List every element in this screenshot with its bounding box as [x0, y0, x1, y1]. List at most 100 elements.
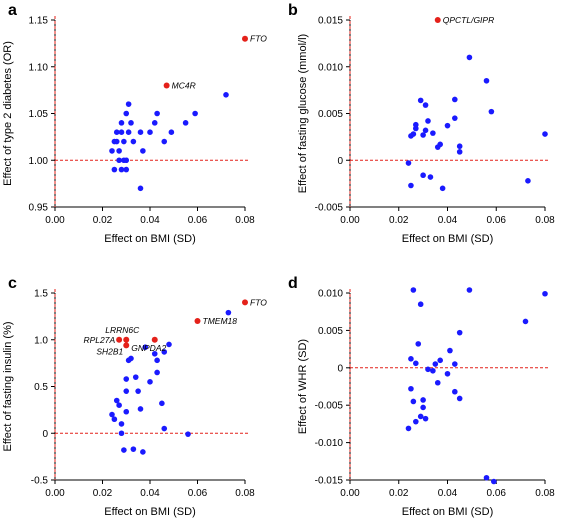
panel-c-point-label: GNPDA2	[131, 343, 166, 353]
panel-a-data-point	[223, 92, 229, 98]
panel-d-data-point	[437, 357, 443, 364]
panel-a-x-tick-label: 0.08	[235, 215, 255, 226]
panel-a-data-point	[192, 110, 198, 117]
panel-c-x-axis-title: Effect on BMI (SD)	[104, 506, 196, 518]
panel-c-y-axis-title: Effect of fasting insulin (%)	[2, 321, 14, 451]
panel-c-point-label: SH2B1	[96, 346, 123, 356]
panel-c-x-tick-label: 0.04	[140, 488, 160, 499]
panel-c-highlight-point	[116, 336, 123, 343]
panel-a-data-point	[161, 138, 168, 145]
panel-b-data-point	[488, 108, 495, 115]
panel-c-highlight-point	[194, 318, 201, 325]
panel-b-data-point	[452, 96, 458, 103]
panel-a-data-point	[140, 148, 146, 154]
panel-c-data-point	[123, 388, 130, 394]
panel-a-data-point	[123, 157, 130, 164]
panel-c-highlight-point	[123, 342, 130, 349]
panel-d-x-tick-label: 0.08	[535, 488, 555, 499]
panel-c-x-tick-label: 0.06	[188, 488, 208, 499]
panel-c-data-point	[142, 344, 149, 351]
panel-b-data-point	[452, 115, 458, 121]
panel-d-data-point	[522, 318, 529, 325]
panel-a-data-point	[125, 101, 132, 107]
panel-d-data-point	[456, 395, 463, 402]
panel-b-x-tick-label: 0.00	[340, 215, 360, 226]
panel-b-data-point	[420, 172, 426, 179]
panel-d-data-point	[413, 360, 419, 367]
panel-a-data-point	[118, 129, 125, 135]
panel-a-data-point	[111, 166, 118, 173]
panel-b-data-point	[425, 118, 431, 124]
panel-c: c 0.00 0.02 0.04 0.06 0.08 -0.5 0 0.5 1.0 1.5 Effec…	[2, 275, 267, 518]
panel-c-y-tick-label: -0.5	[31, 476, 49, 487]
panel-d-data-point	[434, 379, 441, 386]
panel-b-data-point	[456, 149, 463, 155]
panel-c-highlight-point	[151, 336, 158, 343]
panel-d-y-tick-label: 0.010	[318, 289, 343, 300]
panel-b-data-point	[413, 121, 419, 128]
panel-a-y-tick-label: 1.10	[29, 62, 49, 73]
panel-b-data-point	[456, 143, 463, 150]
panel-b-y-tick-label: 0	[337, 156, 343, 167]
panel-a-data-point	[118, 120, 125, 126]
panel-b-x-tick-label: 0.06	[487, 215, 507, 226]
panel-b-y-tick-label: 0.005	[318, 109, 343, 120]
panel-d-data-point	[491, 478, 497, 485]
panel-a-x-tick-label: 0.02	[93, 215, 113, 226]
panel-b-data-point	[437, 141, 443, 148]
panel-d-data-point	[452, 388, 458, 395]
panel-b-data-point	[408, 182, 414, 189]
panel-d-data-point	[447, 347, 453, 354]
panel-a-data-point	[113, 138, 120, 145]
panel-b-data-point	[422, 102, 429, 108]
panel-c-data-point	[166, 341, 172, 348]
panel-a-point-label: FTO	[250, 34, 267, 44]
panel-d-data-point	[410, 398, 417, 405]
panel-b-data-point	[420, 132, 426, 138]
panel-d-x-tick-label: 0.04	[438, 488, 458, 499]
panel-d-data-point	[444, 370, 451, 377]
panel-c-data-point	[161, 425, 168, 432]
panel-a-x-tick-label: 0.06	[188, 215, 208, 226]
panel-a-data-point	[118, 166, 125, 173]
panel-d-x-axis-title: Effect on BMI (SD)	[402, 506, 494, 518]
panel-a-data-point	[137, 129, 144, 135]
panel-a-y-tick-label: 1.05	[29, 109, 49, 120]
panel-a-data-point	[128, 120, 134, 126]
panel-a-data-point	[123, 110, 130, 117]
panel-c-data-point	[137, 406, 144, 412]
panel-c-data-point	[132, 374, 139, 380]
panel-d-data-point	[456, 329, 463, 336]
panel-b-data-point	[483, 77, 490, 84]
panel-d-y-tick-label: 0.005	[318, 326, 343, 337]
panel-c-data-point	[123, 376, 130, 382]
panel-d-x-tick-label: 0.02	[389, 488, 409, 499]
panel-b-data-point	[430, 130, 436, 136]
panel-b-data-point	[466, 54, 473, 61]
panel-b-highlight-point	[434, 17, 441, 23]
panel-b-data-point	[427, 174, 434, 180]
panel-a-data-point	[151, 120, 158, 126]
panel-a-data-point	[116, 157, 122, 164]
panel-a-data-point	[121, 138, 127, 145]
panel-c-data-point	[111, 416, 118, 423]
panel-c-x-tick-label: 0.00	[45, 488, 65, 499]
panel-d-data-point	[542, 290, 548, 297]
panel-c-x-tick-label: 0.02	[93, 488, 113, 499]
panel-c-highlight-point	[242, 299, 248, 306]
panel-a-x-tick-label: 0.00	[45, 215, 65, 226]
panel-b-data-point	[542, 131, 548, 137]
panel-c-data-point	[113, 397, 120, 404]
panel-c-y-tick-label: 0.5	[34, 382, 48, 393]
panel-b-x-tick-label: 0.08	[535, 215, 555, 226]
panel-a-data-point	[137, 185, 144, 192]
panel-b-data-point	[417, 97, 424, 104]
panel-b: b 0.00 0.02 0.04 0.06 0.08 -0.005 0 0.005 0.010 0.…	[288, 2, 555, 245]
panel-b-data-point	[525, 178, 531, 184]
panel-d-x-tick-label: 0.00	[340, 488, 360, 499]
panel-b-y-tick-label: 0.015	[318, 16, 343, 27]
panel-d-data-point	[483, 474, 490, 481]
panel-c-point-label: FTO	[250, 297, 267, 307]
panel-a-x-tick-label: 0.04	[140, 215, 160, 226]
